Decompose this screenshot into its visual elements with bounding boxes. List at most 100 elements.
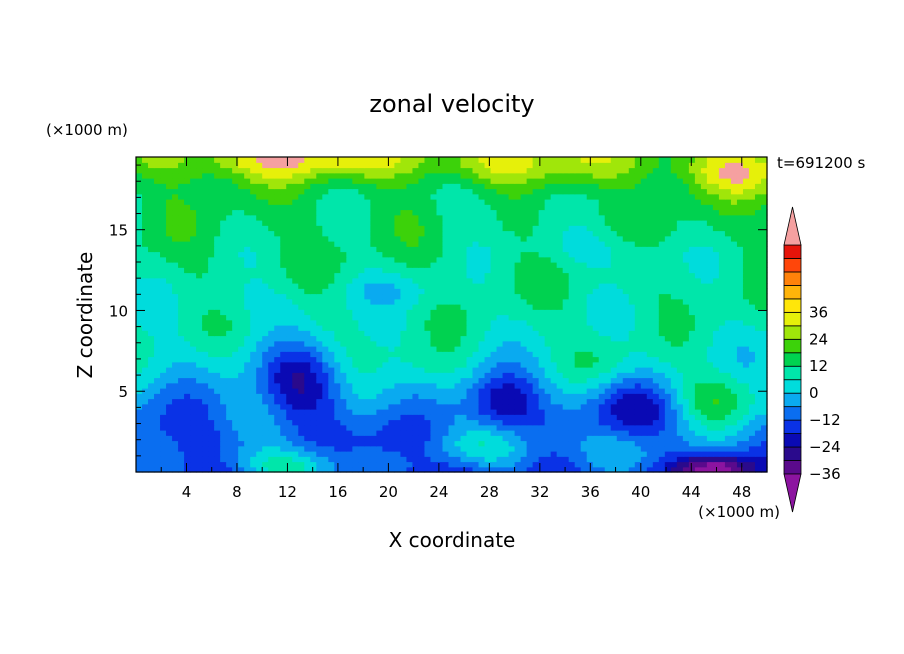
heatmap-cell <box>700 293 708 300</box>
heatmap-cell <box>178 367 185 373</box>
heatmap-cell <box>184 288 191 295</box>
heatmap-cell <box>676 298 684 305</box>
heatmap-cell <box>322 424 329 431</box>
heatmap-cell <box>346 298 353 305</box>
heatmap-cell <box>670 372 678 379</box>
heatmap-cell <box>382 419 389 426</box>
heatmap-cell <box>748 414 756 421</box>
heatmap-cell <box>322 361 329 368</box>
heatmap-cell <box>280 456 287 463</box>
heatmap-cell <box>508 398 516 405</box>
heatmap-cell <box>502 382 510 389</box>
heatmap-cell <box>670 430 678 436</box>
heatmap-cell <box>286 293 293 300</box>
heatmap-cell <box>256 309 263 316</box>
heatmap-cell <box>520 398 528 405</box>
heatmap-cell <box>256 451 263 457</box>
heatmap-cell <box>208 262 215 268</box>
heatmap-cell <box>166 424 173 431</box>
heatmap-cell <box>550 367 558 373</box>
heatmap-cell <box>358 330 365 337</box>
heatmap-cell <box>250 283 257 289</box>
heatmap-cell <box>742 440 750 447</box>
heatmap-cell <box>652 330 660 337</box>
heatmap-cell <box>388 225 396 232</box>
heatmap-cell <box>160 235 167 242</box>
heatmap-cell <box>184 335 191 342</box>
heatmap-cell <box>172 456 179 463</box>
heatmap-cell <box>568 267 576 274</box>
heatmap-cell <box>190 220 197 226</box>
heatmap-cell <box>586 325 594 331</box>
heatmap-cell <box>250 388 257 394</box>
heatmap-cell <box>454 256 462 263</box>
heatmap-cell <box>568 262 576 268</box>
heatmap-cell <box>598 283 606 289</box>
heatmap-cell <box>166 230 173 237</box>
heatmap-cell <box>490 377 498 384</box>
heatmap-cell <box>592 461 600 468</box>
heatmap-cell <box>286 225 293 232</box>
heatmap-cell <box>448 262 456 268</box>
heatmap-cell <box>136 445 143 452</box>
heatmap-cell <box>604 325 612 331</box>
heatmap-cell <box>322 393 329 400</box>
heatmap-cell <box>160 230 167 237</box>
heatmap-cell <box>268 272 275 279</box>
heatmap-cell <box>436 456 444 463</box>
heatmap-cell <box>364 293 371 300</box>
heatmap-cell <box>388 451 396 457</box>
heatmap-cell <box>604 262 612 268</box>
heatmap-cell <box>538 346 546 352</box>
heatmap-cell <box>688 414 696 421</box>
heatmap-cell <box>274 419 281 426</box>
heatmap-cell <box>352 346 359 352</box>
heatmap-cell <box>652 293 660 300</box>
heatmap-cell <box>196 235 203 242</box>
heatmap-cell <box>448 361 456 368</box>
heatmap-cell <box>484 230 492 237</box>
heatmap-cell <box>268 230 275 237</box>
heatmap-cell <box>418 414 426 421</box>
heatmap-cell <box>610 356 618 363</box>
heatmap-cell <box>694 430 702 436</box>
heatmap-cell <box>700 309 708 316</box>
heatmap-cell <box>574 382 582 389</box>
heatmap-cell <box>472 251 480 258</box>
heatmap-cell <box>418 351 426 358</box>
heatmap-cell <box>712 424 720 431</box>
heatmap-cell <box>202 283 209 289</box>
heatmap-cell <box>364 304 371 310</box>
heatmap-cell <box>712 246 720 253</box>
heatmap-cell <box>676 361 684 368</box>
heatmap-cell <box>676 314 684 321</box>
heatmap-cell <box>538 409 546 415</box>
heatmap-cell <box>610 235 618 242</box>
heatmap-cell <box>670 267 678 274</box>
heatmap-cell <box>646 314 654 321</box>
heatmap-cell <box>310 267 317 274</box>
heatmap-cell <box>688 388 696 394</box>
heatmap-cell <box>160 393 167 400</box>
heatmap-cell <box>316 419 323 426</box>
heatmap-cell <box>580 346 588 352</box>
heatmap-cell <box>352 246 359 253</box>
heatmap-cell <box>736 256 744 263</box>
heatmap-cell <box>568 382 576 389</box>
heatmap-cell <box>298 409 305 415</box>
heatmap-cell <box>382 356 389 363</box>
heatmap-cell <box>622 346 630 352</box>
heatmap-cell <box>700 456 708 463</box>
heatmap-cell <box>178 298 185 305</box>
heatmap-cell <box>754 403 762 410</box>
heatmap-cell <box>202 382 209 389</box>
heatmap-cell <box>742 461 750 468</box>
heatmap-cell <box>682 225 690 232</box>
heatmap-cell <box>592 267 600 274</box>
heatmap-cell <box>304 356 311 363</box>
heatmap-cell <box>646 319 654 326</box>
heatmap-cell <box>310 367 317 373</box>
heatmap-cell <box>532 403 540 410</box>
heatmap-cell <box>346 235 353 242</box>
heatmap-cell <box>424 340 432 347</box>
